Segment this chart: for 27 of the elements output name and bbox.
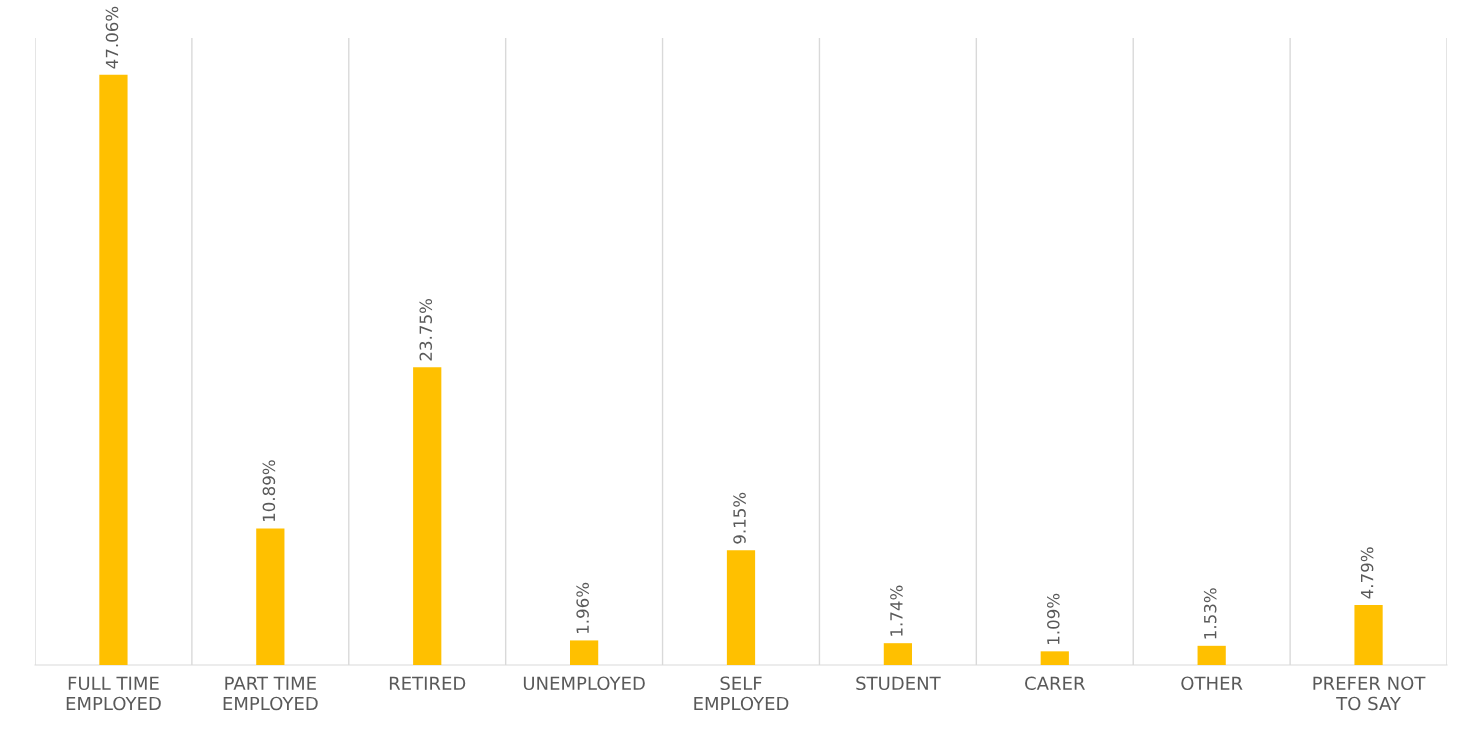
data-label: 47.06% bbox=[105, 6, 119, 69]
bar bbox=[1040, 651, 1069, 665]
data-label: 9.15% bbox=[733, 492, 746, 544]
x-tick-label: UNEMPLOYED bbox=[523, 676, 645, 691]
bar bbox=[1354, 604, 1383, 665]
bar bbox=[413, 367, 442, 665]
bar bbox=[883, 643, 913, 665]
data-label: 10.89% bbox=[262, 460, 276, 522]
x-tick-label: SELF EMPLOYED bbox=[694, 676, 789, 711]
x-tick-label: CARER bbox=[1025, 676, 1085, 691]
bar bbox=[99, 74, 128, 665]
data-label: 1.09% bbox=[1047, 593, 1060, 644]
bar bbox=[1197, 645, 1226, 665]
x-tick-label: FULL TIME EMPLOYED bbox=[66, 676, 161, 711]
data-label: 1.53% bbox=[1203, 588, 1217, 639]
data-label: 1.96% bbox=[576, 582, 589, 634]
data-label: 1.74% bbox=[890, 585, 903, 636]
x-tick-label: STUDENT bbox=[856, 676, 941, 691]
data-label: 4.79% bbox=[1360, 547, 1374, 599]
bar bbox=[726, 550, 756, 665]
x-tick-label: RETIRED bbox=[389, 676, 466, 690]
x-tick-label: PREFER NOT TO SAY bbox=[1313, 676, 1426, 711]
data-label: 23.75% bbox=[419, 298, 433, 361]
x-tick-label: PART TIME EMPLOYED bbox=[223, 676, 318, 711]
bar bbox=[569, 640, 599, 665]
bar bbox=[256, 528, 285, 665]
x-tick-label: OTHER bbox=[1181, 676, 1243, 691]
